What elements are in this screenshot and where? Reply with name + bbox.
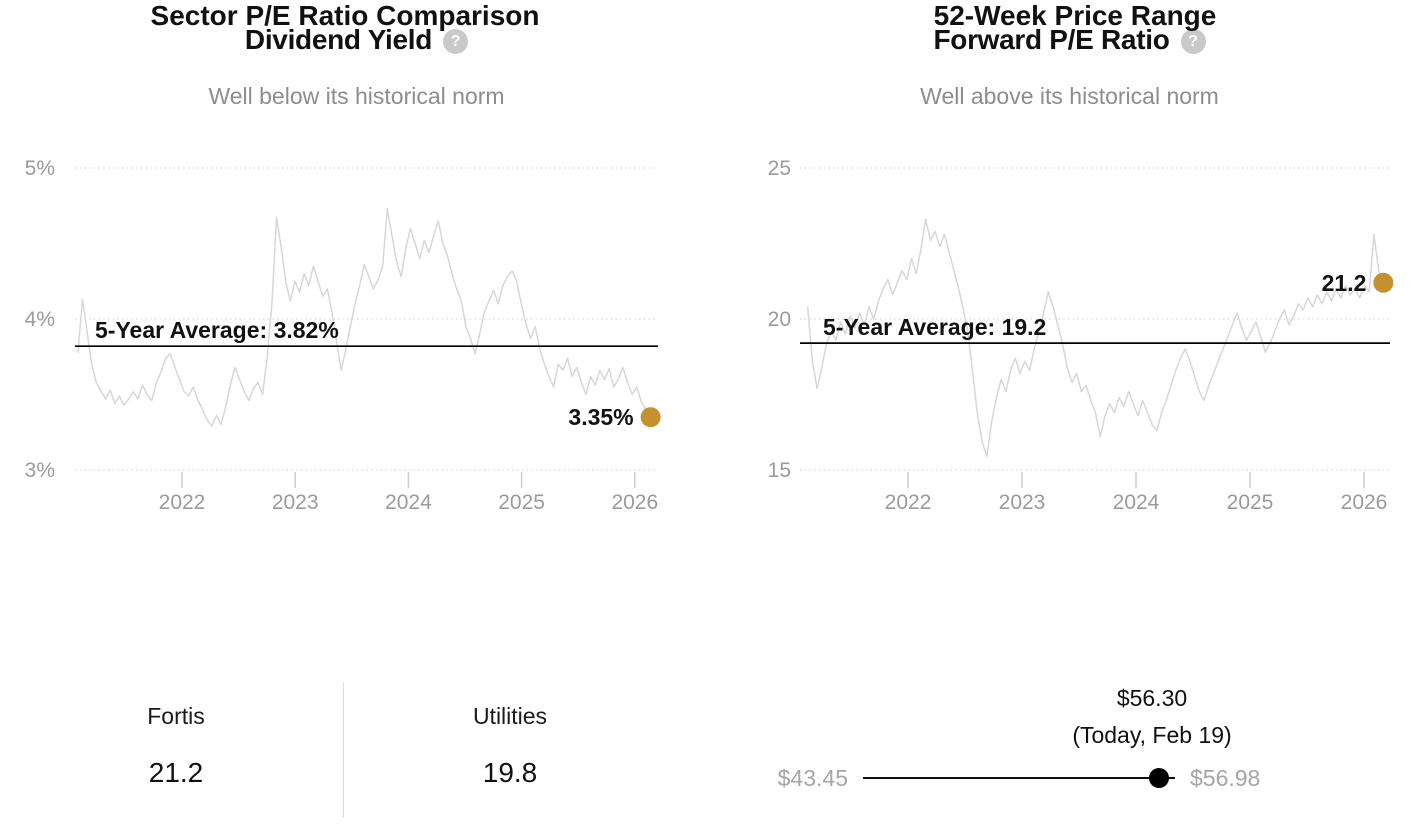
y-tick-label: 25 xyxy=(768,157,791,180)
fortis-column-label: Fortis xyxy=(147,703,205,729)
column-divider xyxy=(343,682,344,818)
fortis-column-value: 21.2 xyxy=(148,757,204,788)
dividend-yield-header: Dividend Yield ? xyxy=(0,24,713,56)
x-tick-label: 2025 xyxy=(498,491,545,514)
series-line xyxy=(77,208,652,427)
x-tick-label: 2023 xyxy=(272,491,319,514)
current-price-dot xyxy=(1149,768,1170,788)
price-range-line xyxy=(863,777,1175,779)
utilities-column-value: 19.8 xyxy=(482,757,538,788)
y-tick-label: 3% xyxy=(25,459,55,482)
current-value-label: 3.35% xyxy=(568,404,633,430)
y-tick-label: 5% xyxy=(25,157,55,180)
x-tick-label: 2022 xyxy=(885,491,932,514)
current-value-dot xyxy=(1373,272,1394,293)
x-tick-label: 2024 xyxy=(1113,491,1160,514)
current-price-label: $56.30 xyxy=(1116,685,1188,711)
y-tick-label: 20 xyxy=(768,308,791,331)
series-line xyxy=(806,218,1385,458)
chart-title: Dividend Yield xyxy=(244,24,433,55)
x-tick-label: 2025 xyxy=(1227,491,1274,514)
help-icon[interactable]: ? xyxy=(1180,29,1206,54)
help-icon[interactable]: ? xyxy=(443,29,469,54)
forward-pe-header: Forward P/E Ratio ? xyxy=(713,24,1426,56)
x-tick-label: 2026 xyxy=(611,491,658,514)
y-tick-label: 15 xyxy=(768,459,791,482)
dividend-yield-chart: 5% 4% 3% 2022 2023 2024 2025 2026 5-Year Average… xyxy=(25,157,661,514)
price-range-title: 52-Week Price Range xyxy=(933,0,1217,31)
utilities-column-label: Utilities xyxy=(472,703,548,729)
x-tick-label: 2023 xyxy=(999,491,1046,514)
average-label: 5-Year Average: 19.2 xyxy=(823,314,1046,340)
chart-subtitle: Well below its historical norm xyxy=(208,83,505,109)
y-tick-label: 4% xyxy=(25,308,55,331)
sector-comparison-title: Sector P/E Ratio Comparison xyxy=(150,0,540,31)
chart-title: Forward P/E Ratio xyxy=(933,24,1170,55)
average-label: 5-Year Average: 3.82% xyxy=(95,317,339,343)
chart-subtitle: Well above its historical norm xyxy=(920,83,1219,109)
x-tick-label: 2024 xyxy=(385,491,432,514)
current-value-label: 21.2 xyxy=(1322,270,1367,296)
current-price-date: (Today, Feb 19) xyxy=(1072,722,1232,748)
x-tick-label: 2026 xyxy=(1341,491,1388,514)
range-high-label: $56.98 xyxy=(1190,765,1261,791)
current-value-dot xyxy=(640,407,661,428)
range-low-label: $43.45 xyxy=(777,765,848,791)
forward-pe-chart: 25 20 15 2022 2023 2024 2025 2026 5-Year Average… xyxy=(768,157,1394,514)
x-tick-label: 2022 xyxy=(159,491,206,514)
